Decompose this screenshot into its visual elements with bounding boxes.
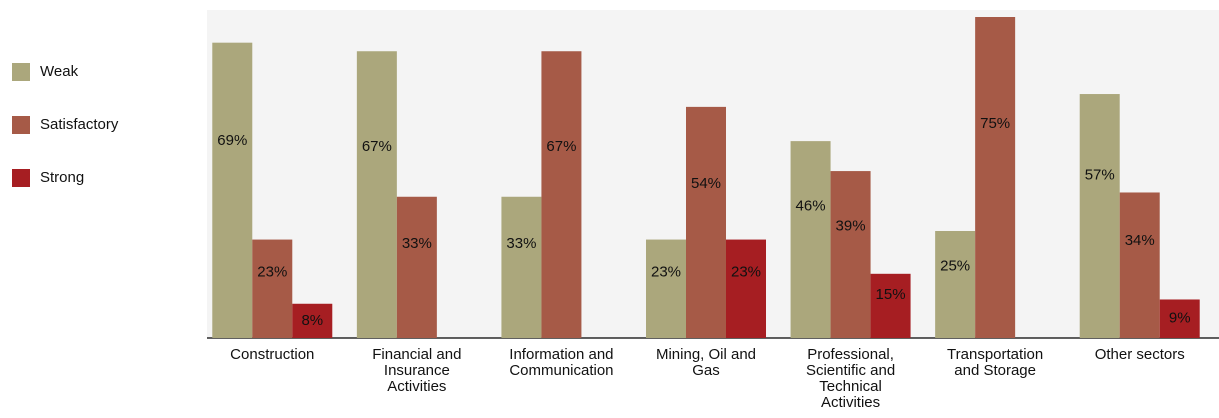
data-label: 8% xyxy=(301,312,323,329)
data-label: 69% xyxy=(217,132,247,149)
bar xyxy=(790,141,831,338)
label-line: Insurance xyxy=(384,362,450,379)
label-line: Construction xyxy=(230,346,314,363)
legend-label: Satisfactory xyxy=(40,116,119,133)
label-line: Technical xyxy=(819,378,882,395)
bar xyxy=(1159,299,1200,338)
label-line: and Storage xyxy=(954,362,1036,379)
label-line: Activities xyxy=(387,378,446,395)
x-tick-label: Mining, Oil and Gas xyxy=(656,346,756,379)
x-tick-label: Construction xyxy=(230,346,314,363)
label-line: Gas xyxy=(692,362,720,379)
data-label: 75% xyxy=(980,115,1010,132)
data-label: 23% xyxy=(651,263,681,280)
bar xyxy=(975,17,1016,338)
data-label: 25% xyxy=(940,258,970,275)
bar xyxy=(935,231,976,338)
data-label: 46% xyxy=(796,198,826,215)
bar xyxy=(212,42,253,339)
x-tick-label: Financial and Insurance Activities xyxy=(372,346,461,395)
data-label: 39% xyxy=(836,218,866,235)
label-line: Activities xyxy=(821,394,880,411)
label-line: Transportation xyxy=(947,346,1043,363)
data-label: 54% xyxy=(691,175,721,192)
bar xyxy=(396,196,437,338)
bar xyxy=(1079,94,1120,338)
data-label: 67% xyxy=(362,138,392,155)
label-line: Financial and xyxy=(372,346,461,363)
label-line: Mining, Oil and xyxy=(656,346,756,363)
bar xyxy=(541,51,582,339)
bar xyxy=(646,239,686,338)
data-label: 33% xyxy=(506,235,536,252)
legend-label: Weak xyxy=(40,63,79,80)
x-tick-label: Professional, Scientific and Technical Acti… xyxy=(806,346,895,411)
bar xyxy=(292,303,333,338)
x-tick-label: Transportation and Storage xyxy=(947,346,1043,379)
bar xyxy=(726,239,766,338)
data-label: 33% xyxy=(402,235,432,252)
bar xyxy=(356,51,397,339)
legend-label: Strong xyxy=(40,169,84,186)
data-label: 23% xyxy=(257,263,287,280)
data-label: 34% xyxy=(1125,232,1155,249)
bar xyxy=(830,171,871,338)
label-line: Other sectors xyxy=(1095,346,1185,363)
legend-swatch xyxy=(12,116,30,134)
label-line: Scientific and xyxy=(806,362,895,379)
data-label: 9% xyxy=(1169,310,1191,327)
bar xyxy=(501,196,542,338)
bar xyxy=(1119,192,1160,338)
data-label: 67% xyxy=(546,138,576,155)
label-line: Professional, xyxy=(807,346,894,363)
label-line: Communication xyxy=(509,362,613,379)
data-label: 15% xyxy=(876,286,906,303)
bar xyxy=(870,273,911,338)
x-tick-label: Information and Communication xyxy=(509,346,613,379)
legend-swatch xyxy=(12,169,30,187)
data-label: 57% xyxy=(1085,166,1115,183)
label-line: Information and xyxy=(509,346,613,363)
bar xyxy=(252,239,293,338)
bar xyxy=(686,106,726,338)
x-tick-label: Other sectors xyxy=(1095,346,1185,363)
data-label: 23% xyxy=(731,263,761,280)
legend-swatch xyxy=(12,63,30,81)
